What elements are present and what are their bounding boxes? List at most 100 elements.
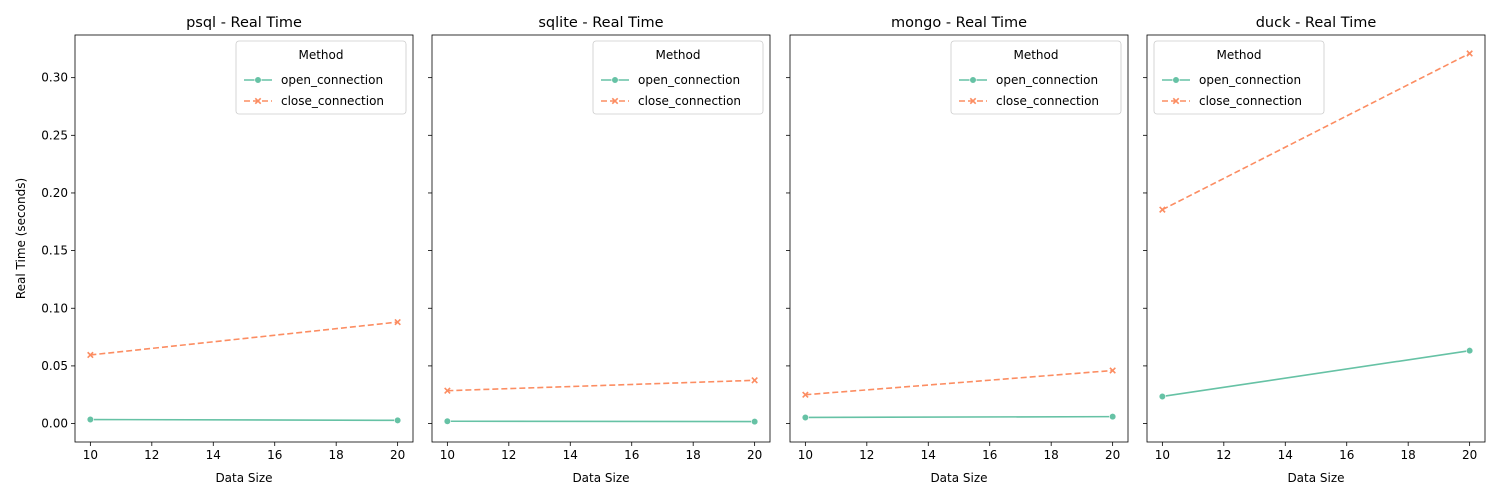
x-tick-label: 20 [390, 448, 405, 462]
data-point-close-connection [444, 387, 451, 394]
series-line-open-connection [805, 415, 1113, 419]
data-point-open-connection [801, 413, 809, 422]
legend-marker-x [254, 97, 262, 105]
x-tick-label: 14 [921, 448, 936, 462]
legend-entry-close-connection: close_connection [281, 94, 384, 108]
y-tick-label: 0.30 [41, 71, 68, 85]
axes-frame [431, 34, 771, 443]
x-tick-label: 20 [747, 448, 762, 462]
legend-box [592, 40, 764, 115]
series-line-open-connection [90, 418, 398, 422]
x-tick-label: 18 [329, 448, 344, 462]
x-tick-label: 18 [686, 448, 701, 462]
x-tick-label: 16 [1339, 448, 1354, 462]
legend-title: Method [1013, 48, 1058, 62]
series-line-open-connection [1162, 349, 1470, 398]
legend-box [235, 40, 407, 115]
y-tick-label: 0.15 [41, 244, 68, 258]
data-point-open-connection [1158, 392, 1166, 401]
data-point-close-connection [1109, 367, 1116, 374]
x-tick-label: 16 [267, 448, 282, 462]
x-axis-label: Data Size [930, 471, 987, 485]
x-tick-label: 20 [1462, 448, 1477, 462]
x-axis-label: Data Size [215, 471, 272, 485]
legend-entry-open-connection: open_connection [638, 73, 740, 87]
x-tick-label: 10 [798, 448, 813, 462]
subplot-2: mongo - Real Time 10 12 14 16 18 20 Data Size Me… [786, 15, 1129, 485]
data-point-open-connection [394, 416, 402, 424]
x-tick-label: 12 [501, 448, 516, 462]
y-axis-label: Real Time (seconds) [14, 178, 28, 299]
x-tick-label: 12 [859, 448, 874, 462]
legend: Method open_connection close_connection [235, 40, 407, 115]
legend-entry-open-connection: open_connection [281, 73, 383, 87]
data-point-close-connection [802, 391, 809, 398]
x-tick-label: 16 [982, 448, 997, 462]
legend-marker-circle [1172, 76, 1180, 84]
legend-box [950, 40, 1122, 115]
data-point-open-connection [443, 417, 451, 425]
series-line-close-connection [1162, 52, 1470, 211]
legend-marker-circle [969, 76, 977, 84]
x-tick-label: 14 [1278, 448, 1293, 462]
axes-frame [1146, 34, 1486, 443]
series-line-close-connection [447, 379, 755, 392]
x-axis-label: Data Size [572, 471, 629, 485]
x-tick-label: 18 [1401, 448, 1416, 462]
series-line-close-connection [805, 369, 1113, 396]
x-tick-label: 14 [563, 448, 578, 462]
data-point-close-connection [1466, 50, 1473, 57]
x-tick-label: 10 [83, 448, 98, 462]
legend-entry-close-connection: close_connection [1199, 94, 1302, 108]
legend-marker-circle [611, 76, 619, 84]
data-point-close-connection [751, 377, 758, 384]
data-point-open-connection [86, 415, 94, 424]
x-tick-label: 14 [206, 448, 221, 462]
series-line-close-connection [90, 321, 398, 356]
panel-title: mongo - Real Time [891, 15, 1027, 31]
y-tick-label: 0.10 [41, 301, 68, 315]
x-tick-label: 10 [440, 448, 455, 462]
axes-frame [74, 34, 414, 443]
data-point-open-connection [1109, 413, 1117, 421]
legend-entry-open-connection: open_connection [996, 73, 1098, 87]
data-point-open-connection [751, 417, 759, 426]
x-axis-label: Data Size [1287, 471, 1344, 485]
legend: Method open_connection close_connection [950, 40, 1122, 115]
legend: Method open_connection close_connection [1153, 40, 1325, 115]
legend-marker-x [1172, 97, 1180, 105]
data-point-close-connection [1159, 206, 1166, 213]
subplot-3: duck - Real Time 10 12 14 16 18 20 Data Size Met… [1143, 15, 1486, 485]
legend-title: Method [1216, 48, 1261, 62]
subplot-0: psql - Real Time 10 12 14 16 18 20 0.00 0.05 0.10… [14, 15, 414, 485]
legend-box [1153, 40, 1325, 115]
legend-title: Method [655, 48, 700, 62]
y-tick-label: 0.00 [41, 417, 68, 431]
x-tick-label: 12 [144, 448, 159, 462]
x-tick-label: 20 [1105, 448, 1120, 462]
data-point-open-connection [1466, 347, 1474, 355]
panel-title: sqlite - Real Time [538, 15, 663, 31]
x-tick-label: 18 [1044, 448, 1059, 462]
legend-marker-x [969, 97, 977, 105]
panel-title: psql - Real Time [186, 15, 302, 31]
x-tick-label: 10 [1155, 448, 1170, 462]
x-tick-label: 12 [1216, 448, 1231, 462]
data-point-close-connection [87, 351, 94, 359]
y-tick-label: 0.20 [41, 186, 68, 200]
legend-marker-circle [254, 76, 262, 84]
subplot-1: sqlite - Real Time 10 12 14 16 18 20 Data Size M… [428, 15, 771, 485]
y-tick-label: 0.25 [41, 128, 68, 142]
y-tick-label: 0.05 [41, 359, 68, 373]
legend-entry-close-connection: close_connection [996, 94, 1099, 108]
axes-frame [789, 34, 1129, 443]
legend-entry-open-connection: open_connection [1199, 73, 1301, 87]
legend: Method open_connection close_connection [592, 40, 764, 115]
x-tick-label: 16 [624, 448, 639, 462]
data-point-close-connection [394, 318, 401, 326]
legend-title: Method [298, 48, 343, 62]
panel-title: duck - Real Time [1256, 15, 1377, 31]
legend-marker-x [611, 97, 619, 105]
legend-entry-close-connection: close_connection [638, 94, 741, 108]
